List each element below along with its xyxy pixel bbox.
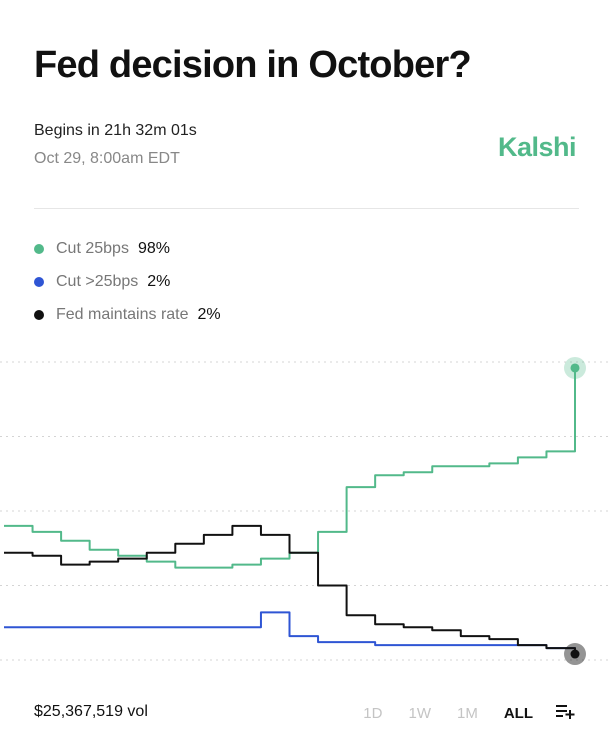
series-end-point-0 — [570, 363, 580, 373]
legend-item-maintain[interactable]: Fed maintains rate 2% — [34, 298, 221, 331]
divider — [34, 208, 579, 209]
series-line-1 — [4, 611, 576, 655]
volume-text: $25,367,519 vol — [34, 703, 148, 720]
series-line-2 — [4, 524, 576, 655]
event-date: Oct 29, 8:00am EDT — [34, 150, 180, 167]
legend-percent: 2% — [197, 305, 221, 323]
playlist-add-icon[interactable] — [555, 703, 575, 724]
price-chart[interactable] — [0, 340, 609, 680]
countdown-text: Begins in 21h 32m 01s — [34, 122, 197, 139]
legend-item-cut-25[interactable]: Cut 25bps 98% — [34, 232, 221, 265]
legend-dot-blue — [34, 276, 44, 287]
series-end-point-2 — [570, 649, 580, 659]
range-1m-button[interactable]: 1M — [456, 705, 478, 722]
legend-dot-black — [34, 309, 44, 320]
market-title: Fed decision in October? — [34, 44, 472, 86]
legend-percent: 2% — [147, 272, 171, 290]
range-1w-button[interactable]: 1W — [408, 705, 431, 722]
range-1d-button[interactable]: 1D — [363, 705, 383, 722]
legend-item-cut-more-25[interactable]: Cut >25bps 2% — [34, 265, 221, 298]
range-selector: 1D 1W 1M ALL — [337, 703, 575, 724]
kalshi-logo[interactable]: Kalshi — [497, 132, 577, 162]
legend-dot-green — [34, 243, 44, 254]
legend-name: Cut 25bps — [56, 239, 129, 257]
legend-percent: 98% — [137, 239, 170, 257]
legend-name: Cut >25bps — [56, 272, 139, 290]
range-all-button[interactable]: ALL — [503, 705, 533, 722]
legend-name: Fed maintains rate — [56, 305, 189, 323]
legend: Cut 25bps 98% Cut >25bps 2% Fed maintain… — [34, 232, 221, 331]
